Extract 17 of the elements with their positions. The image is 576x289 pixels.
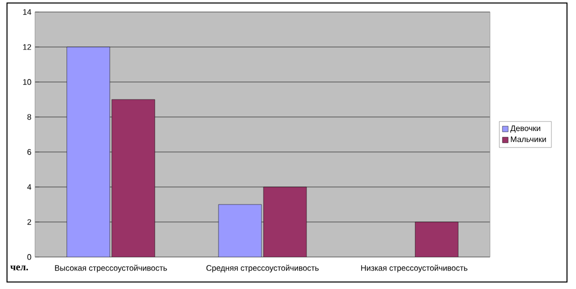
legend-label: Девочки bbox=[510, 125, 540, 133]
y-tick-label: 6 bbox=[27, 149, 32, 155]
y-tick-label: 14 bbox=[23, 9, 32, 15]
y-tick-label: 12 bbox=[23, 44, 32, 50]
bar bbox=[263, 186, 307, 257]
legend-label: Мальчики bbox=[510, 136, 546, 142]
y-tick-label: 10 bbox=[23, 79, 32, 85]
y-tick-label: 2 bbox=[27, 219, 32, 225]
text: чел. bbox=[10, 266, 28, 270]
y-tick-label: 4 bbox=[27, 184, 32, 190]
x-tick-label: Средняя стрессоустойчивость bbox=[206, 264, 319, 272]
bar bbox=[415, 222, 458, 257]
bar bbox=[112, 99, 155, 257]
x-tick-label: Высокая стрессоустойчивость bbox=[55, 264, 167, 272]
y-tick-label: 0 bbox=[27, 254, 32, 260]
x-tick-label: Низкая стрессоустойчивость bbox=[361, 264, 468, 272]
y-tick-label: 8 bbox=[27, 114, 32, 120]
